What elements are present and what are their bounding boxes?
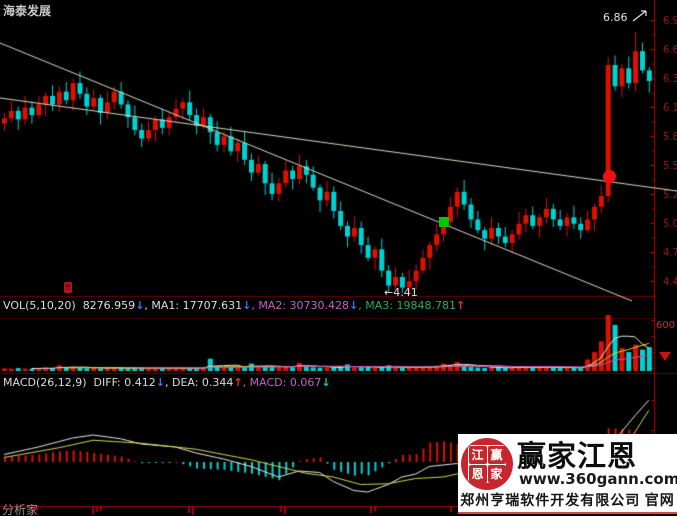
up-arrow-icon: ↑ [233,376,243,389]
seal-char: 江 [468,445,487,464]
macd-indicator-label: MACD(26,12,9) [3,376,87,389]
down-arrow-icon: ↓ [155,376,165,389]
vendor-company: 郑州亨瑞软件开发有限公司 官网 [460,494,675,509]
breakout-dot-icon[interactable] [603,170,616,183]
seal-char: 赢 [487,445,506,464]
vendor-logo-top: 江 赢 恩 家 赢家江恩 www.360gann.com [458,434,677,492]
low-price-label: 4.41 [393,286,418,299]
vendor-name: 赢家江恩 [517,438,638,473]
vendor-logo: 江 赢 恩 家 赢家江恩 www.360gann.com 郑州亨瑞软件开发有限公… [458,434,677,514]
up-arrow-icon: ↑ [455,299,466,312]
high-price-annotation: 6.86 [603,8,651,24]
vendor-seal-icon: 江 赢 恩 家 [461,438,513,490]
low-price-annotation: ←4.41 [384,286,418,299]
macd-diff-value: DIFF: 0.412 [93,376,156,389]
stock-title: 海泰发展 [3,4,52,18]
down-arrow-icon: ↓ [135,299,145,312]
buy-signal-square-icon[interactable] [439,217,449,227]
left-arrow-icon: ← [384,286,394,299]
seal-char: 家 [487,464,506,483]
annotation-arrow-icon [632,10,647,22]
seal-char: 恩 [468,464,487,483]
volume-indicator-header: VOL(5,10,20) 8276.959↓, MA1: 17707.631↓, … [3,299,465,312]
volume-alert-triangle-icon [659,352,671,361]
macd-value: , MACD: 0.067 [242,376,322,389]
high-price-label: 6.86 [603,11,628,24]
vol-ma1-value: , MA1: 17707.631 [144,299,243,312]
down-arrow-icon: ↓ [321,376,331,389]
vol-ma2-value: , MA2: 30730.428 [251,299,350,312]
sell-seal-icon: 售 [64,282,72,293]
vol-indicator-label: VOL(5,10,20) [3,299,76,312]
macd-indicator-header: MACD(26,12,9) DIFF: 0.412↓, DEA: 0.344↑, … [3,376,331,389]
down-arrow-icon: ↓ [242,299,252,312]
macd-dea-value: , DEA: 0.344 [164,376,234,389]
vol-value: 8276.959 [82,299,136,312]
vendor-logo-text: 赢家江恩 www.360gann.com [517,441,677,488]
vendor-url[interactable]: www.360gann.com [519,469,677,488]
vol-ma3-value: , MA3: 19848.781 [358,299,456,312]
platform-watermark: 分析家 [2,503,39,516]
volume-axis-label: 600 [656,320,676,331]
vendor-seal-grid: 江 赢 恩 家 [468,445,506,483]
down-arrow-icon: ↓ [349,299,359,312]
